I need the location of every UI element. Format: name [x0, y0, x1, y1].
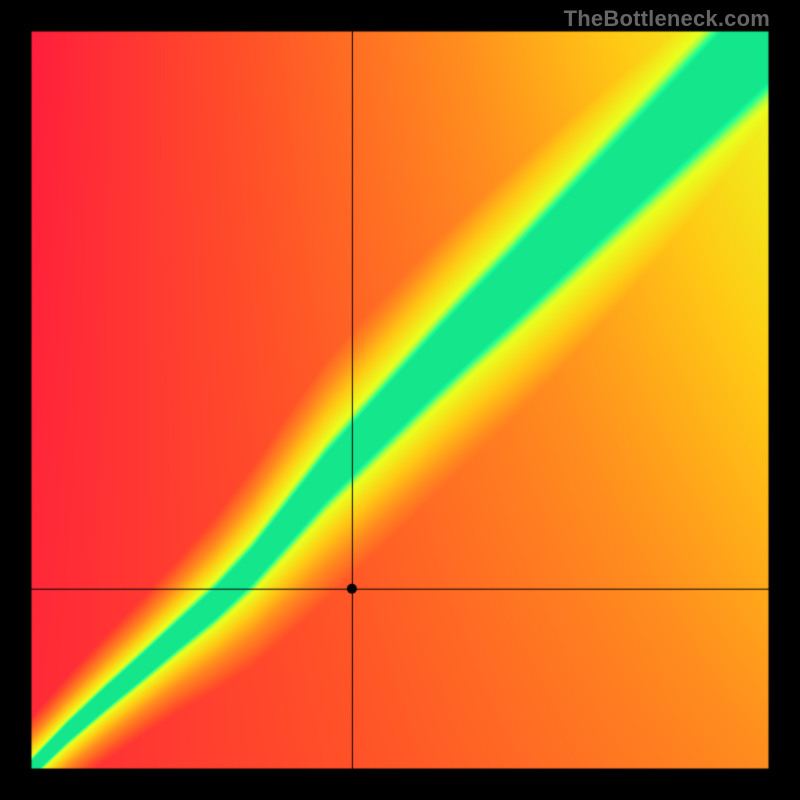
- chart-container: TheBottleneck.com: [0, 0, 800, 800]
- heatmap-canvas: [0, 0, 800, 800]
- watermark-text: TheBottleneck.com: [564, 6, 770, 32]
